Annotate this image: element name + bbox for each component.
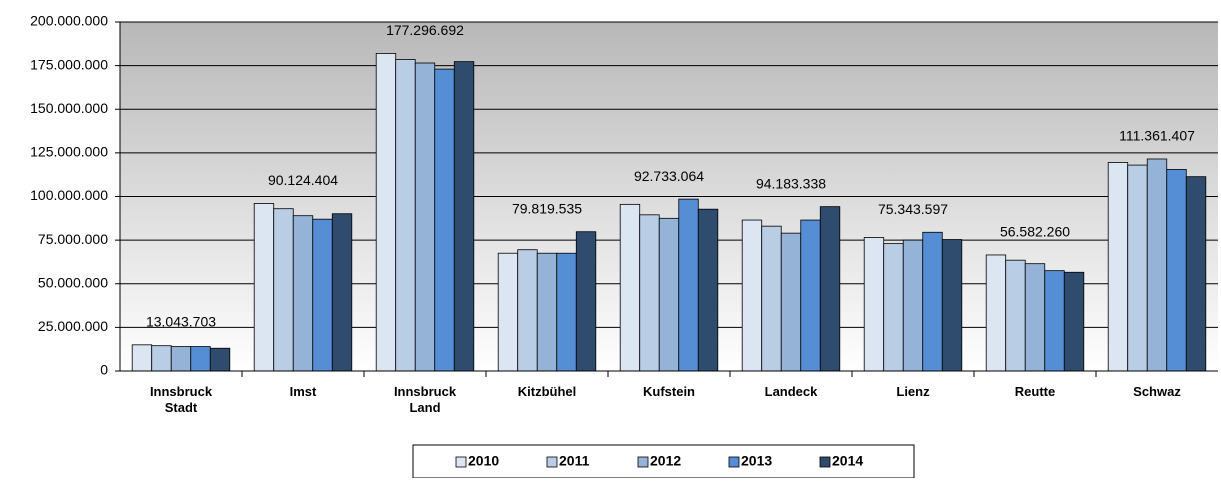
bar (253, 203, 275, 372)
value-label: 94.183.338 (756, 175, 826, 191)
legend-label: 2012 (650, 453, 681, 469)
bar (170, 346, 192, 372)
value-label: 56.582.260 (1000, 224, 1070, 240)
bar (1005, 259, 1026, 372)
bar (536, 252, 558, 372)
bar (312, 218, 333, 372)
y-tick-label: 125.000.000 (30, 144, 108, 160)
x-tick-label: Innsbruck Land (394, 384, 457, 415)
y-tick-label: 75.000.000 (38, 231, 108, 247)
bar (941, 239, 963, 372)
bar (819, 206, 841, 372)
bar (1146, 158, 1168, 372)
bar (800, 219, 821, 372)
bar (434, 68, 455, 372)
bar (761, 225, 782, 372)
bar (292, 215, 314, 372)
legend-label: 2010 (468, 453, 499, 469)
bar (375, 53, 397, 372)
bar (985, 254, 1007, 372)
bar (331, 213, 353, 372)
value-label: 90.124.404 (268, 172, 338, 188)
x-tick-label: Schwaz (1133, 384, 1181, 399)
y-tick-label: 150.000.000 (30, 100, 108, 116)
legend (412, 444, 915, 479)
bar (575, 231, 597, 372)
bar (453, 61, 475, 372)
x-tick-label: Kufstein (643, 384, 695, 399)
legend-label: 2014 (832, 453, 863, 469)
legend-swatch (455, 456, 467, 468)
y-tick-label: 50.000.000 (38, 274, 108, 290)
bar (556, 252, 577, 372)
x-tick-label: Innsbruck Stadt (150, 384, 213, 415)
bar (517, 249, 538, 372)
bar (1185, 176, 1207, 372)
x-tick-label: Kitzbühel (518, 384, 577, 399)
bar (697, 208, 719, 372)
bar (151, 345, 172, 372)
bar (1063, 271, 1085, 372)
legend-swatch (637, 456, 649, 468)
legend-swatch (728, 456, 740, 468)
value-label: 92.733.064 (634, 168, 704, 184)
bar (1044, 270, 1065, 372)
bar (863, 237, 885, 372)
value-label: 75.343.597 (878, 201, 948, 217)
legend-swatch (546, 456, 558, 468)
bar (658, 217, 680, 372)
bar (1024, 263, 1046, 372)
bar (883, 243, 904, 372)
legend-label: 2011 (559, 453, 590, 469)
value-label: 177.296.692 (386, 22, 464, 38)
y-tick-label: 200.000.000 (30, 13, 108, 29)
x-tick-label: Lienz (896, 384, 930, 399)
y-tick-label: 100.000.000 (30, 187, 108, 203)
value-label: 13.043.703 (146, 314, 216, 330)
x-tick-label: Landeck (765, 384, 819, 399)
bar (741, 219, 763, 372)
bar (619, 203, 641, 372)
legend-swatch (819, 456, 831, 468)
value-label: 79.819.535 (512, 200, 582, 216)
value-label: 111.361.407 (1119, 128, 1195, 144)
bar (273, 208, 294, 372)
y-tick-label: 25.000.000 (38, 318, 108, 334)
x-tick-label: Imst (290, 384, 317, 399)
bar (780, 232, 802, 372)
x-tick-label: Reutte (1015, 384, 1055, 399)
legend-label: 2013 (741, 453, 772, 469)
bar (131, 344, 153, 372)
bar (678, 198, 699, 372)
bar (395, 59, 416, 372)
bar (1107, 162, 1129, 372)
bar (497, 252, 519, 372)
bar (902, 239, 924, 372)
bar (639, 214, 660, 372)
bar (1127, 164, 1148, 372)
bar (922, 231, 943, 372)
bar (190, 346, 211, 372)
y-tick-label: 0 (100, 362, 108, 378)
bar (1166, 169, 1187, 372)
y-tick-label: 175.000.000 (30, 56, 108, 72)
bar (209, 347, 231, 372)
bar (414, 62, 436, 372)
